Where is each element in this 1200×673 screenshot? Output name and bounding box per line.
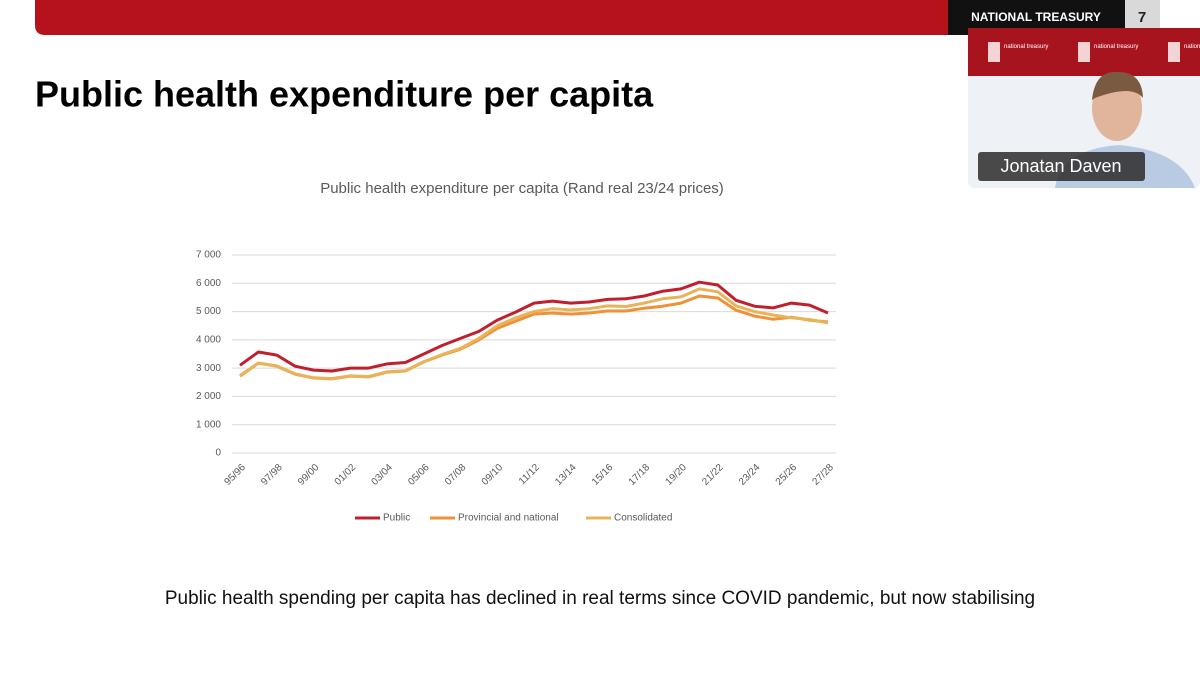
y-tick-label: 0 xyxy=(215,448,221,459)
x-tick-label: 95/96 xyxy=(223,462,249,488)
x-tick-label: 13/14 xyxy=(553,462,579,488)
y-tick-label: 5 000 xyxy=(196,306,221,317)
y-tick-label: 3 000 xyxy=(196,363,221,374)
y-tick-label: 7 000 xyxy=(196,250,221,261)
caption: Public health spending per capita has de… xyxy=(165,588,1035,609)
x-tick-label: 01/02 xyxy=(333,462,359,488)
slide-title: Public health expenditure per capita xyxy=(35,74,654,115)
y-tick-label: 6 000 xyxy=(196,278,221,289)
logo-icon xyxy=(988,42,1000,62)
y-tick-label: 2 000 xyxy=(196,391,221,402)
x-tick-label: 21/22 xyxy=(700,462,726,488)
x-tick-label: 99/00 xyxy=(296,462,322,488)
x-tick-label: 23/24 xyxy=(737,462,763,488)
logo-icon xyxy=(1078,42,1090,62)
logo-text: national treasury xyxy=(1004,44,1048,50)
x-tick-label: 09/10 xyxy=(480,462,506,488)
y-tick-label: 4 000 xyxy=(196,334,221,345)
logo-icon xyxy=(1168,42,1180,62)
x-tick-label: 17/18 xyxy=(627,462,653,488)
y-tick-label: 1 000 xyxy=(196,419,221,430)
org-name: NATIONAL TREASURY xyxy=(971,10,1101,24)
logo-text: national treasury xyxy=(1094,44,1138,50)
series-line xyxy=(239,287,829,381)
name-tag xyxy=(978,152,1145,181)
x-tick-label: 27/28 xyxy=(811,462,837,488)
x-tick-label: 05/06 xyxy=(406,462,432,488)
participant-name: Jonatan Daven xyxy=(1000,156,1121,176)
x-tick-label: 25/26 xyxy=(774,462,800,488)
chart-title: Public health expenditure per capita (Ra… xyxy=(320,180,724,197)
x-tick-label: 03/04 xyxy=(370,462,396,488)
x-tick-label: 11/12 xyxy=(517,462,542,487)
x-tick-label: 07/08 xyxy=(443,462,469,488)
x-tick-label: 19/20 xyxy=(664,462,690,488)
legend-label: Provincial and national xyxy=(458,513,559,524)
video-tile: national treasury national treasury nati… xyxy=(968,28,1200,188)
legend-label: Public xyxy=(383,513,410,524)
banner-bar xyxy=(35,0,948,35)
person-hair xyxy=(1092,71,1143,100)
legend-label: Consolidated xyxy=(614,513,672,524)
page-number: 7 xyxy=(1138,9,1146,26)
series-line xyxy=(239,280,829,373)
x-tick-label: 97/98 xyxy=(259,462,285,488)
logo-text: national treasury xyxy=(1184,44,1200,50)
x-tick-label: 15/16 xyxy=(590,462,616,488)
